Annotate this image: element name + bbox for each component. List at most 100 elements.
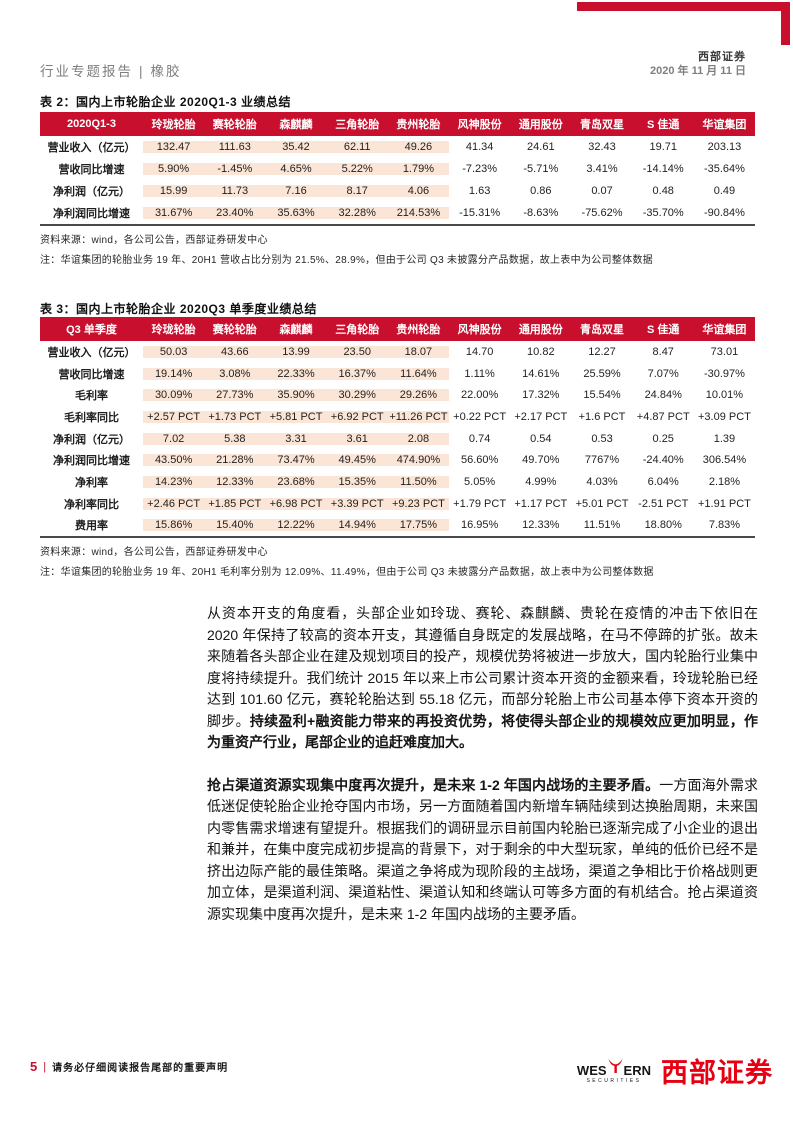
column-header: 风神股份 <box>457 119 502 131</box>
table-cell: 0.53 <box>591 432 613 445</box>
table-header-row: 2020Q1-3 玲珑轮胎 赛轮轮胎 森麒麟 三角轮胎 贵州轮胎 风神股份 通用股份 青岛双星 S… <box>40 112 755 136</box>
table-cell: +1.6 PCT <box>578 410 626 423</box>
footer-logo: WES ERN SECURITIES 西部证券 <box>577 1051 773 1090</box>
table-cell: 0.74 <box>468 432 491 445</box>
table-row: 毛利率同比 +2.57 PCT +1.73 PCT +5.81 PCT +6.92 PC… <box>40 406 755 428</box>
table-cell: -8.63% <box>523 207 559 219</box>
table-cell: 73.47% <box>265 454 327 467</box>
table-cell: 22.33% <box>265 367 327 380</box>
table-cell: 25.59% <box>583 367 621 380</box>
table-cell: +2.46 PCT <box>143 497 205 510</box>
table-cell: +11.26 PCT <box>387 410 450 423</box>
table-cell: 62.11 <box>326 141 388 153</box>
table-cell: 17.32% <box>522 389 560 402</box>
column-header: 青岛双星 <box>580 324 625 336</box>
table-cell: 49.26 <box>387 141 450 153</box>
table-cell: 1.11% <box>464 367 495 380</box>
row-label: 毛利率同比 <box>64 411 119 424</box>
table-cell: 17.75% <box>387 519 450 532</box>
column-header: 青岛双星 <box>580 119 625 131</box>
table-row: 净利率同比 +2.46 PCT +1.85 PCT +6.98 PCT +3.39 PC… <box>40 493 755 515</box>
table-cell: 4.06 <box>387 185 450 197</box>
table-cell: 13.99 <box>265 345 327 358</box>
table-cell: 23.68% <box>265 475 327 488</box>
column-header: 华谊集团 <box>702 119 747 131</box>
table-cell: 19.71 <box>649 141 677 153</box>
table-header-row: Q3 单季度 玲珑轮胎 赛轮轮胎 森麒麟 三角轮胎 贵州轮胎 风神股份 通用股份 青岛双星 S 佳… <box>40 317 755 341</box>
table-cell: 50.03 <box>143 345 205 358</box>
table-cell: 5.38 <box>204 432 266 445</box>
table-corner-label: Q3 单季度 <box>66 324 117 336</box>
table-cell: 4.65% <box>265 163 327 175</box>
table-cell: 8.47 <box>652 345 674 358</box>
table-cell: 73.01 <box>710 345 739 358</box>
table-cell: 12.33% <box>522 519 560 532</box>
table-row: 净利润（亿元） 15.99 11.73 7.16 8.17 4.06 1.63 0.86 0.0… <box>40 180 755 202</box>
table-cell: 3.61 <box>326 432 388 445</box>
table-cell: 306.54% <box>702 454 747 467</box>
table-cell: 43.50% <box>143 454 205 467</box>
table-cell: +2.17 PCT <box>514 410 568 423</box>
column-header: 三角轮胎 <box>335 324 380 336</box>
column-header: S 佳通 <box>647 324 680 336</box>
table-cell: 24.61 <box>527 141 555 153</box>
paragraph-bold-text: 抢占渠道资源实现集中度再次提升，是未来 1-2 年国内战场的主要矛盾。 <box>207 776 660 793</box>
table3-title: 表 3：国内上市轮胎企业 2020Q3 单季度业绩总结 <box>40 302 317 316</box>
table-cell: -90.84% <box>703 207 745 219</box>
paragraph-text: 从资本开支的角度看，头部企业如玲珑、赛轮、森麒麟、贵轮在疫情的冲击下依旧在 20… <box>207 605 758 729</box>
header-brand: 西部证券 <box>698 51 746 63</box>
table-cell: 15.40% <box>204 519 266 532</box>
body-paragraphs: 从资本开支的角度看，头部企业如玲珑、赛轮、森麒麟、贵轮在疫情的冲击下依旧在 20… <box>207 603 758 946</box>
table-cell: +5.01 PCT <box>575 497 629 510</box>
table-cell: 0.25 <box>652 432 674 445</box>
column-header: 贵州轮胎 <box>396 324 441 336</box>
paragraph-bold-text: 持续盈利+融资能力带来的再投资优势，将使得头部企业的规模效应更加明显，作为重资产… <box>207 712 758 751</box>
table-cell: 111.63 <box>204 141 266 153</box>
top-red-bar-vertical <box>781 2 790 45</box>
table-cell: 11.64% <box>387 367 450 380</box>
paragraph-text: 一方面海外需求低迷促使轮胎企业抢夺国内市场，另一方面随着国内新增车辆陆续到达换胎… <box>207 776 759 922</box>
table-cell: +6.92 PCT <box>326 410 388 423</box>
table-cell: -75.62% <box>581 207 623 219</box>
table-cell: 214.53% <box>387 207 450 219</box>
table-row: 净利润同比增速 31.67% 23.40% 35.63% 32.28% 214.53% -1… <box>40 202 755 224</box>
table-cell: 15.86% <box>143 519 205 532</box>
table-row: 营业收入（亿元） 132.47 111.63 35.42 62.11 49.26 41.34… <box>40 136 755 158</box>
column-header: 华谊集团 <box>702 324 747 336</box>
row-label: 净利润（亿元） <box>53 433 130 446</box>
table-cell: 5.22% <box>326 163 388 175</box>
table-cell: 12.27 <box>588 345 616 358</box>
column-header: S 佳通 <box>647 119 680 131</box>
table-cell: -35.70% <box>642 207 684 219</box>
table-cell: 5.05% <box>464 475 496 488</box>
table-cell: 31.67% <box>143 207 205 219</box>
table3-source: 资料来源：wind，各公司公告，西部证券研发中心 <box>40 547 268 558</box>
table-cell: 22.00% <box>460 389 499 402</box>
row-label: 费用率 <box>75 520 108 533</box>
table-cell: 35.63% <box>265 207 327 219</box>
table-cell: 474.90% <box>387 454 450 467</box>
table-cell: 11.50% <box>387 475 450 488</box>
table-cell: 30.29% <box>326 389 388 402</box>
table-row: 营收同比增速 19.14% 3.08% 22.33% 16.37% 11.64% 1.11%… <box>40 363 755 385</box>
row-label: 营收同比增速 <box>58 164 125 176</box>
table-cell: 12.33% <box>204 475 266 488</box>
column-header: 风神股份 <box>457 324 502 336</box>
table-cell: 203.13 <box>707 141 742 153</box>
table-cell: 23.50 <box>326 345 388 358</box>
column-header: 赛轮轮胎 <box>212 119 257 131</box>
table-cell: 5.90% <box>143 163 205 175</box>
table-cell: 1.63 <box>468 185 491 197</box>
table-cell: +1.17 PCT <box>514 497 568 510</box>
sector-label: 橡胶 <box>150 64 182 79</box>
table-cell: 41.34 <box>465 141 494 153</box>
column-header: 森麒麟 <box>279 324 313 336</box>
table-cell: 2.18% <box>708 475 741 488</box>
table-cell: -5.71% <box>523 163 559 175</box>
table-corner-label: 2020Q1-3 <box>67 118 116 130</box>
column-header: 玲珑轮胎 <box>151 324 196 336</box>
table-cell: 15.99 <box>143 185 205 197</box>
table-cell: 18.07 <box>387 345 450 358</box>
row-label: 净利润同比增速 <box>53 208 130 220</box>
